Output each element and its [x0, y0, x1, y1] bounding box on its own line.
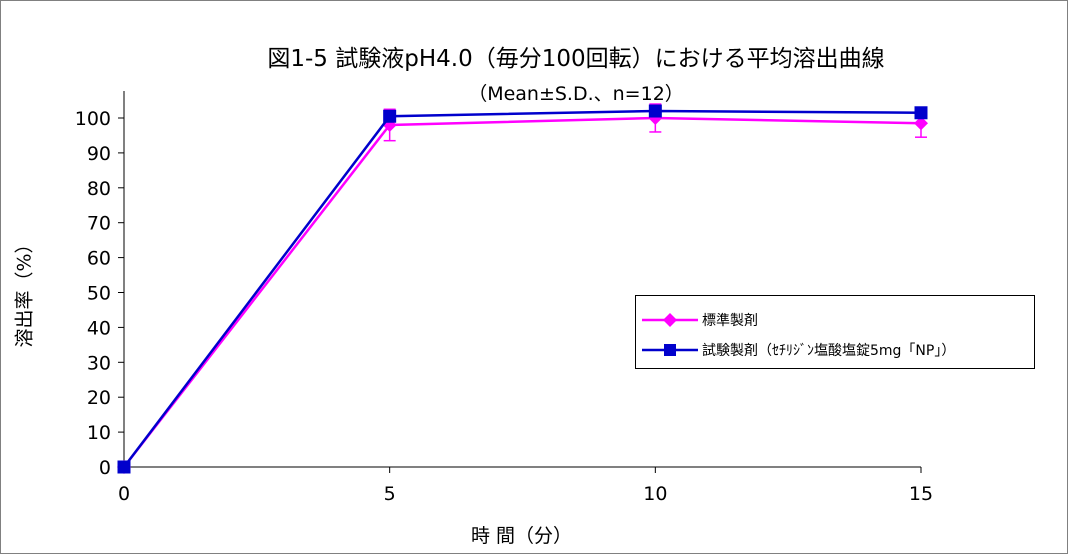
- chart-subtitle: （Mean±S.D.、n=12）: [468, 83, 684, 105]
- x-tick-label: 0: [118, 483, 130, 505]
- x-tick-label: 15: [909, 483, 933, 505]
- data-point-1: [383, 109, 397, 123]
- y-tick-label: 40: [87, 317, 111, 339]
- y-tick-label: 50: [87, 283, 111, 305]
- legend-label-standard: 標準製剤: [702, 313, 758, 329]
- y-tick-label: 30: [87, 352, 111, 374]
- legend-label-test: 試験製剤（ｾﾁﾘｼﾞﾝ塩酸塩錠5mg「NP」）: [702, 343, 956, 359]
- data-point-1: [117, 460, 131, 474]
- data-point-1: [648, 104, 662, 118]
- legend-item-standard: 標準製剤: [636, 308, 758, 332]
- y-tick-label: 100: [75, 108, 111, 130]
- y-tick-label: 90: [87, 143, 111, 165]
- series-line-0: [123, 116, 922, 468]
- y-tick-label: 80: [87, 178, 111, 200]
- y-tick-label: 10: [87, 422, 111, 444]
- x-axis-label: 時 間（分）: [470, 525, 573, 547]
- series-line-1: [123, 109, 922, 468]
- y-tick-label: 70: [87, 213, 111, 235]
- x-tick-label: 5: [384, 483, 396, 505]
- y-tick-label: 20: [87, 387, 111, 409]
- legend-swatch-standard: [642, 313, 698, 327]
- legend-swatch-test: [642, 344, 698, 356]
- legend: 標準製剤 試験製剤（ｾﾁﾘｼﾞﾝ塩酸塩錠5mg「NP」）: [635, 295, 1035, 369]
- y-tick-label: 60: [87, 248, 111, 270]
- data-point-1: [914, 106, 928, 120]
- y-tick-label: 0: [99, 457, 111, 479]
- data-point-0: [914, 116, 928, 131]
- x-tick-label: 10: [643, 483, 667, 505]
- chart-title: 図1-5 試験液pH4.0（毎分100回転）における平均溶出曲線: [267, 46, 885, 72]
- legend-item-test: 試験製剤（ｾﾁﾘｼﾞﾝ塩酸塩錠5mg「NP」）: [636, 338, 955, 362]
